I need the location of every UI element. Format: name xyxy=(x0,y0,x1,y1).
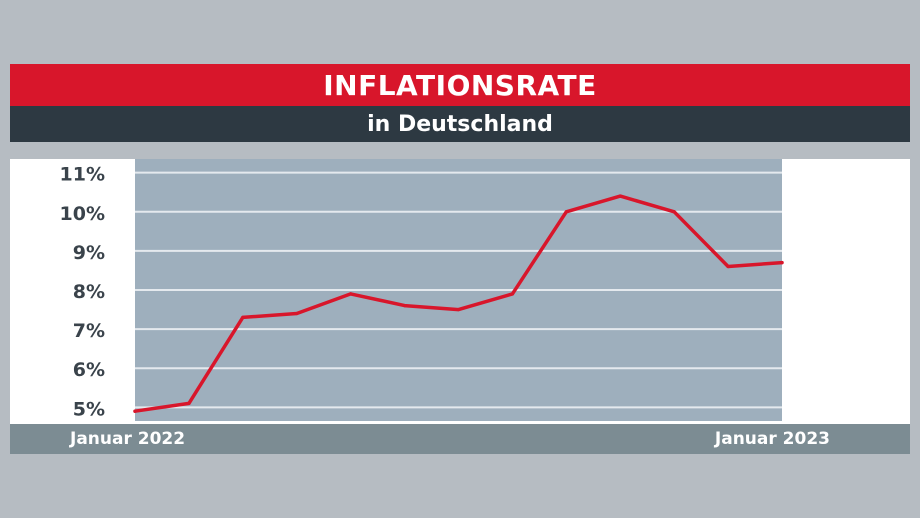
y-tick-label-7: 7% xyxy=(73,320,105,342)
y-tick-label-9: 9% xyxy=(73,242,105,264)
data-point-3 xyxy=(295,311,299,316)
x-label-end: Januar 2023 xyxy=(714,429,830,449)
data-point-9 xyxy=(618,194,622,198)
data-point-11 xyxy=(726,264,730,269)
y-tick-label-8: 8% xyxy=(73,281,105,303)
data-point-1 xyxy=(187,401,191,406)
data-point-6 xyxy=(456,307,461,312)
y-tick-label-10: 10% xyxy=(60,203,105,225)
y-tick-label-5: 5% xyxy=(73,398,105,420)
data-point-4 xyxy=(349,292,353,296)
data-point-0 xyxy=(133,409,137,413)
x-axis-bar: Januar 2022 Januar 2023 xyxy=(10,424,910,454)
data-point-5 xyxy=(402,304,407,308)
data-point-8 xyxy=(564,210,568,214)
line-chart: 5% 6% 7% 8% 9% 10% 11% xyxy=(60,159,784,421)
data-point-10 xyxy=(672,210,676,214)
data-point-7 xyxy=(510,292,515,296)
data-point-2 xyxy=(241,315,245,319)
chart-panel: 5% 6% 7% 8% 9% 10% 11% xyxy=(10,159,910,424)
y-tick-label-11: 11% xyxy=(60,164,105,186)
data-point-12 xyxy=(780,261,784,265)
y-tick-label-6: 6% xyxy=(73,359,105,381)
chart-subtitle: in Deutschland xyxy=(10,106,910,142)
chart-title: INFLATIONSRATE xyxy=(10,64,910,106)
x-label-start: Januar 2022 xyxy=(70,429,186,449)
